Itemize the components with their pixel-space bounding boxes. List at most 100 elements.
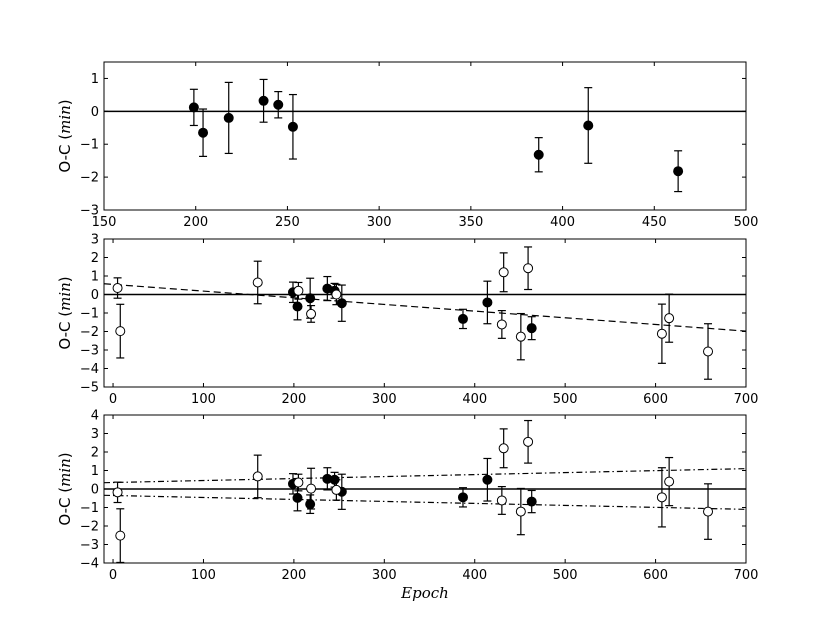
- y-tick-label: 0: [91, 288, 99, 303]
- data-point-open: [252, 277, 263, 288]
- axes-frame: [103, 238, 747, 388]
- data-point-open: [112, 283, 123, 294]
- fit-line-dashed: [104, 283, 746, 332]
- x-tick-label: 200: [281, 568, 306, 583]
- x-tick-label: 700: [734, 392, 759, 407]
- data-point-open: [664, 313, 675, 324]
- x-tick-label: 250: [275, 215, 300, 230]
- y-tick-label: 2: [91, 446, 99, 461]
- y-tick-label: −2: [80, 171, 99, 186]
- data-point-filled: [526, 496, 537, 507]
- data-point-filled: [305, 499, 316, 510]
- fit-line-dashdot: [104, 494, 746, 510]
- y-tick-label: −4: [80, 362, 99, 377]
- y-tick-label: 1: [91, 72, 99, 87]
- x-tick-label: 0: [109, 392, 117, 407]
- data-point-open: [293, 477, 304, 488]
- y-tick-label: −1: [80, 501, 99, 516]
- data-point-filled: [273, 99, 284, 110]
- y-tick-label: −1: [80, 307, 99, 322]
- data-point-open: [306, 308, 317, 319]
- x-tick-label: 600: [643, 568, 668, 583]
- data-point-filled: [305, 293, 316, 304]
- data-point-filled: [198, 127, 209, 138]
- data-point-open: [498, 267, 509, 278]
- x-tick-label: 300: [372, 568, 397, 583]
- data-point-open: [115, 530, 126, 541]
- data-point-filled: [223, 112, 234, 123]
- axes-frame: [103, 61, 747, 211]
- x-tick-label: 500: [734, 215, 759, 230]
- y-label-prefix: O-C (: [56, 134, 74, 173]
- data-point-filled: [482, 474, 493, 485]
- y-tick-label: 1: [91, 464, 99, 479]
- data-point-filled: [292, 301, 303, 312]
- data-point-open: [498, 443, 509, 454]
- y-tick-label: −3: [80, 344, 99, 359]
- x-tick-label: 400: [462, 568, 487, 583]
- x-tick-label: 0: [109, 568, 117, 583]
- y-axis-label: O-C (min): [56, 276, 74, 349]
- data-point-open: [656, 492, 667, 503]
- y-tick-label: −3: [80, 538, 99, 553]
- data-point-filled: [457, 492, 468, 503]
- y-tick-label: −2: [80, 325, 99, 340]
- data-point-filled: [188, 102, 199, 113]
- x-tick-label: 150: [92, 215, 117, 230]
- x-tick-label: 500: [553, 568, 578, 583]
- plot-area: [104, 419, 746, 563]
- y-tick-label: −3: [80, 204, 99, 219]
- x-tick-label: 700: [734, 568, 759, 583]
- panel-1: 150 200 250 300 350 400 450 500 −3 −2 −1 0 1 O-C (min…: [56, 61, 759, 230]
- plot-area: [104, 246, 746, 380]
- y-tick-label: −2: [80, 520, 99, 535]
- y-label-prefix: O-C (: [56, 311, 74, 350]
- y-tick-label: −5: [80, 381, 99, 396]
- fit-line-dashdot: [104, 468, 746, 484]
- y-axis-label: O-C (min): [56, 99, 74, 172]
- data-point-open: [523, 436, 534, 447]
- panel-2: 0 100 200 300 400 500 600 700 −5 −4 −3 −2 −1 0 1 2 3 O-C …: [56, 233, 758, 408]
- panel-3: 0 100 200 300 400 500 600 700 −4 −3 −2 −1 0 1 2 3 4 O-C (…: [56, 409, 758, 603]
- y-tick-label: −1: [80, 138, 99, 153]
- x-tick-label: 100: [191, 392, 216, 407]
- data-point-open: [664, 476, 675, 487]
- y-tick-label: 4: [91, 409, 99, 424]
- x-tick-label: 400: [462, 392, 487, 407]
- x-tick-label: 400: [550, 215, 575, 230]
- data-point-open: [331, 289, 342, 300]
- y-tick-label: 0: [91, 105, 99, 120]
- data-point-open: [523, 263, 534, 274]
- data-point-open: [252, 471, 263, 482]
- data-point-filled: [258, 95, 269, 106]
- data-point-open: [331, 484, 342, 495]
- data-point-open: [656, 328, 667, 339]
- data-point-filled: [336, 298, 347, 309]
- y-tick-label: 0: [91, 483, 99, 498]
- y-tick-label: 2: [91, 251, 99, 266]
- y-label-unit: min: [56, 458, 74, 487]
- data-point-filled: [482, 297, 493, 308]
- x-tick-label: 300: [367, 215, 392, 230]
- data-point-filled: [457, 313, 468, 324]
- x-tick-label: 500: [553, 392, 578, 407]
- x-axis-label: Epoch: [400, 584, 449, 602]
- x-tick-label: 100: [191, 568, 216, 583]
- data-point-open: [515, 331, 526, 342]
- data-point-filled: [533, 149, 544, 160]
- x-tick-label: 600: [643, 392, 668, 407]
- y-tick-label: 3: [91, 427, 99, 442]
- y-tick-label: 1: [91, 270, 99, 285]
- x-tick-label: 200: [281, 392, 306, 407]
- data-point-open: [293, 285, 304, 296]
- data-point-filled: [287, 121, 298, 132]
- data-point-filled: [526, 323, 537, 334]
- y-tick-label: 3: [91, 233, 99, 248]
- y-label-suffix: ): [56, 276, 74, 282]
- data-point-open: [115, 326, 126, 337]
- y-label-unit: min: [56, 282, 74, 311]
- data-point-filled: [673, 166, 684, 177]
- data-point-filled: [583, 120, 594, 131]
- data-point-open: [112, 487, 123, 498]
